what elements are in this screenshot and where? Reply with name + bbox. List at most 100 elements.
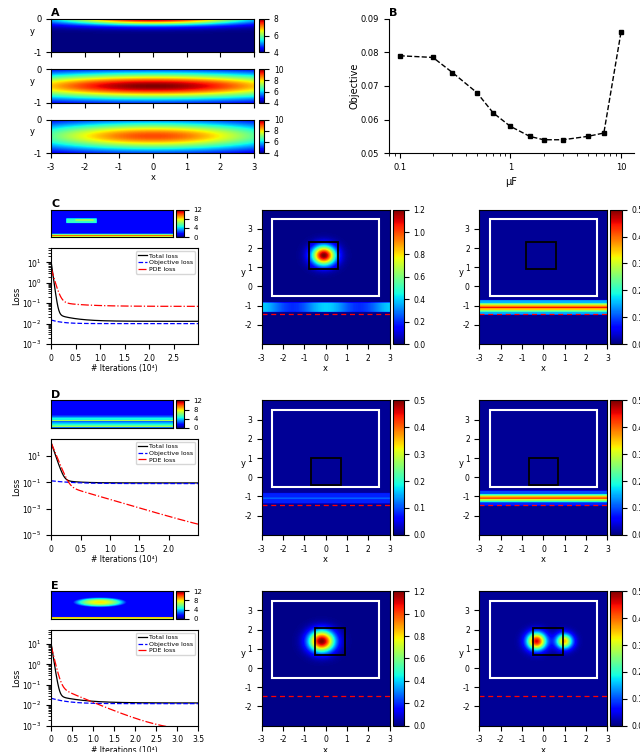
Total loss (117, 317, 125, 326)
Bar (490, 220, 596, 296)
Total loss (134, 478, 142, 487)
X-axis label: x: x (541, 555, 546, 564)
Objective loss (47, 476, 55, 485)
Objective loss (118, 699, 125, 708)
PDE loss (117, 302, 125, 311)
PDE loss (191, 519, 198, 528)
Objective loss (117, 699, 125, 708)
Total loss (118, 478, 125, 487)
Y-axis label: Loss: Loss (12, 287, 21, 305)
Total loss (47, 639, 55, 648)
Objective loss (127, 699, 134, 708)
Y-axis label: y: y (29, 26, 35, 35)
Objective loss (118, 479, 125, 488)
Line: Total loss: Total loss (51, 262, 198, 321)
Total loss (194, 478, 202, 487)
Legend: Total loss, Objective loss, PDE loss: Total loss, Objective loss, PDE loss (136, 251, 195, 274)
PDE loss (47, 264, 55, 273)
Legend: Total loss, Objective loss, PDE loss: Total loss, Objective loss, PDE loss (136, 633, 195, 655)
Bar (490, 410, 596, 487)
Bar (273, 220, 379, 296)
PDE loss (134, 302, 142, 311)
Bar (529, 458, 558, 485)
Y-axis label: y: y (29, 127, 35, 136)
X-axis label: # Iterations (10⁴): # Iterations (10⁴) (92, 746, 158, 752)
X-axis label: # Iterations (10⁴): # Iterations (10⁴) (92, 364, 158, 373)
Line: Objective loss: Objective loss (51, 320, 198, 323)
PDE loss (118, 499, 125, 508)
PDE loss (127, 302, 134, 311)
Objective loss (168, 699, 175, 708)
Text: E: E (51, 581, 59, 590)
Objective loss (168, 319, 175, 328)
Line: Total loss: Total loss (51, 443, 198, 483)
Total loss (168, 317, 175, 326)
Y-axis label: Loss: Loss (12, 478, 21, 496)
Objective loss (168, 479, 175, 488)
X-axis label: x: x (541, 746, 546, 752)
Y-axis label: y: y (458, 459, 463, 468)
Total loss (134, 317, 142, 326)
Line: Objective loss: Objective loss (51, 481, 198, 484)
Line: PDE loss: PDE loss (51, 443, 198, 524)
Total loss (168, 478, 175, 487)
Bar (532, 628, 563, 655)
PDE loss (118, 709, 125, 718)
X-axis label: x: x (150, 173, 156, 182)
Objective loss (117, 319, 125, 328)
Objective loss (194, 699, 202, 708)
Objective loss (191, 479, 198, 488)
Y-axis label: y: y (458, 650, 463, 659)
Objective loss (194, 319, 202, 328)
Total loss (127, 478, 134, 487)
Objective loss (127, 319, 134, 328)
X-axis label: x: x (323, 555, 328, 564)
PDE loss (191, 302, 198, 311)
Objective loss (127, 479, 134, 488)
Objective loss (191, 699, 198, 708)
Total loss (47, 438, 55, 447)
Total loss (168, 699, 175, 708)
X-axis label: x: x (541, 364, 546, 373)
Line: PDE loss: PDE loss (51, 646, 198, 730)
Total loss (191, 478, 198, 487)
Objective loss (134, 319, 142, 328)
Bar (273, 601, 379, 678)
Y-axis label: y: y (241, 459, 246, 468)
PDE loss (168, 513, 175, 522)
PDE loss (134, 715, 142, 724)
Line: Total loss: Total loss (51, 644, 198, 703)
PDE loss (194, 302, 202, 311)
Total loss (191, 317, 198, 326)
X-axis label: # Iterations (10⁴): # Iterations (10⁴) (92, 555, 158, 564)
Objective loss (191, 319, 198, 328)
Objective loss (134, 699, 142, 708)
Total loss (194, 699, 202, 708)
Y-axis label: y: y (458, 268, 463, 277)
Text: A: A (51, 8, 60, 18)
Text: C: C (51, 199, 60, 209)
Y-axis label: y: y (241, 268, 246, 277)
X-axis label: μF: μF (506, 177, 517, 187)
Total loss (194, 317, 202, 326)
PDE loss (168, 302, 175, 311)
Text: D: D (51, 390, 60, 399)
Text: B: B (389, 8, 397, 18)
Objective loss (47, 316, 55, 325)
Bar (490, 601, 596, 678)
Y-axis label: Loss: Loss (12, 669, 21, 687)
PDE loss (117, 498, 125, 507)
Total loss (118, 317, 125, 326)
Total loss (127, 317, 134, 326)
Total loss (117, 698, 125, 707)
Total loss (134, 698, 142, 707)
PDE loss (127, 501, 134, 510)
PDE loss (194, 520, 202, 529)
Bar (308, 242, 339, 269)
Total loss (118, 698, 125, 707)
PDE loss (134, 503, 142, 512)
Objective loss (118, 319, 125, 328)
PDE loss (47, 641, 55, 650)
PDE loss (168, 723, 175, 732)
Total loss (127, 698, 134, 707)
